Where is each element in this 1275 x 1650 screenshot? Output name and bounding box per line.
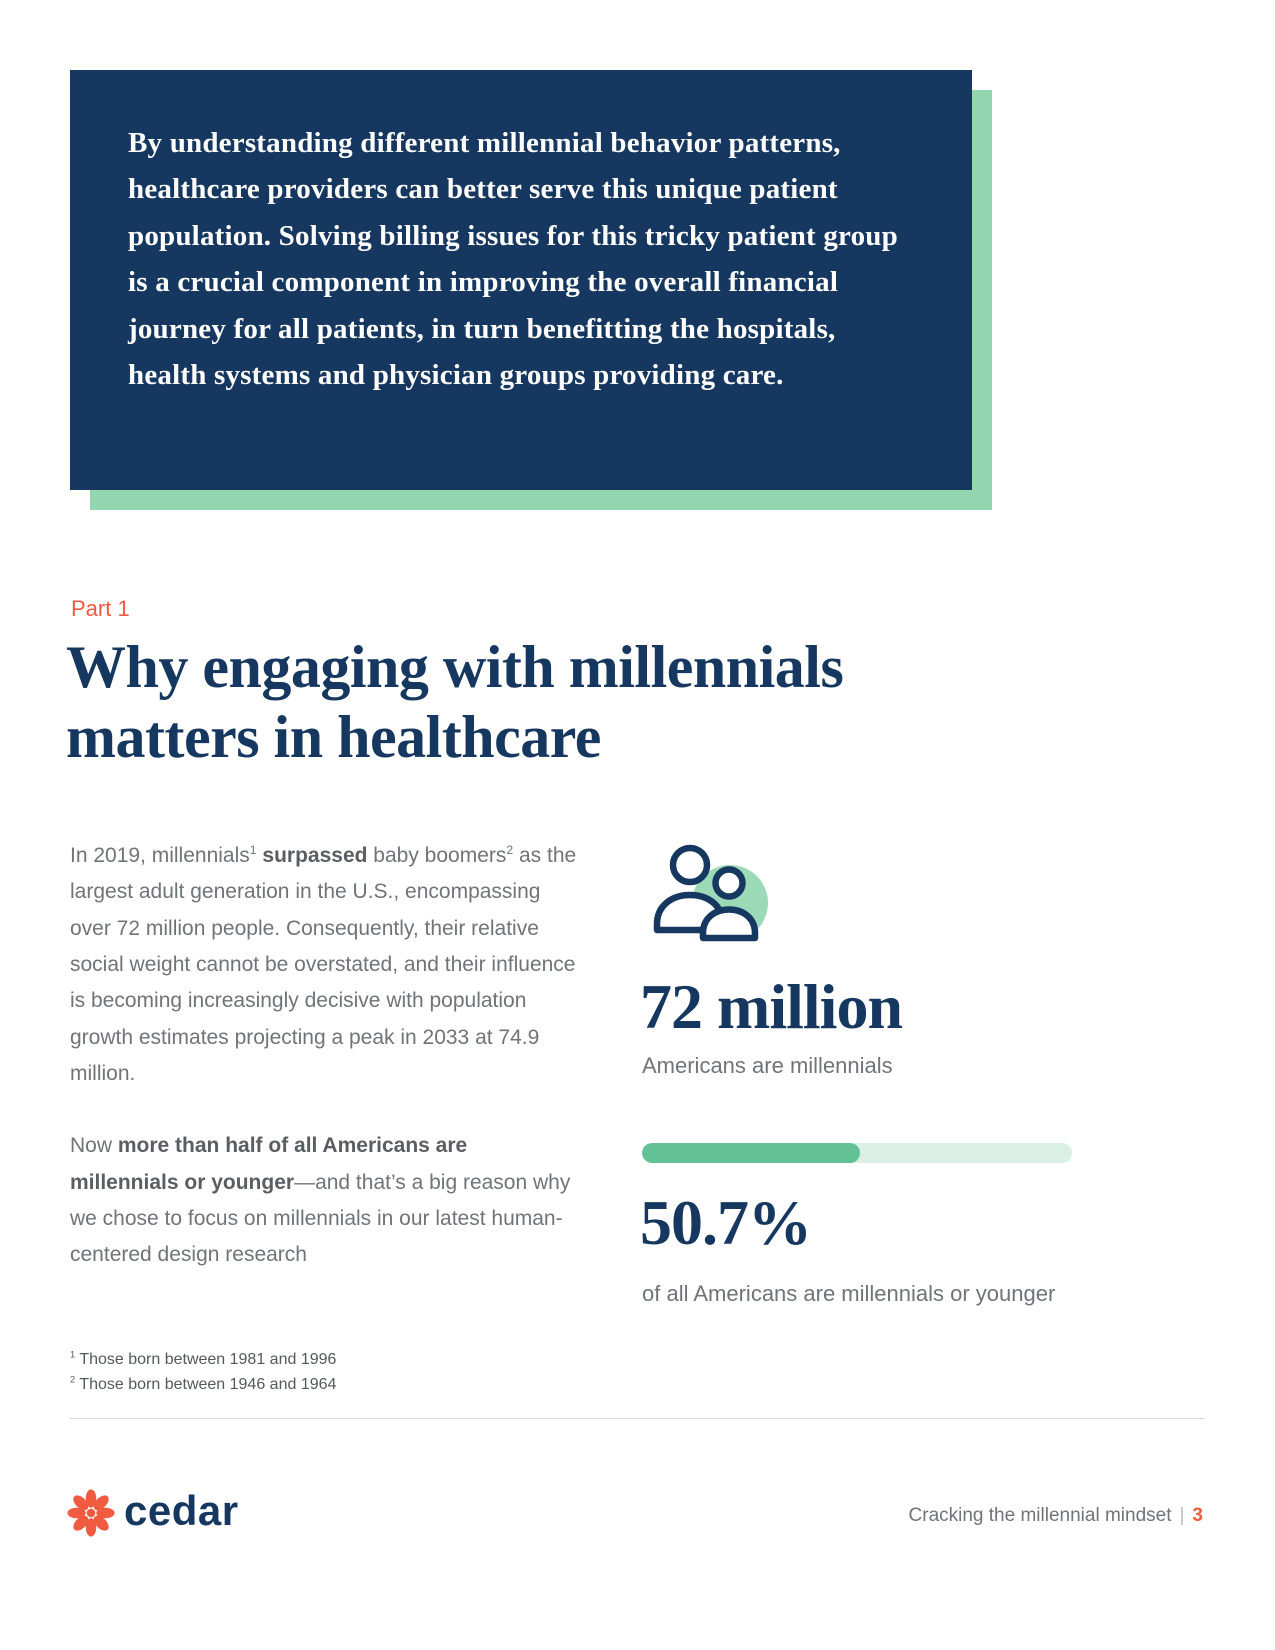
footnote-2-text: Those born between 1946 and 1964 [75, 1375, 337, 1393]
footnote-ref-1: 1 [249, 843, 257, 857]
para1-bold: surpassed [256, 844, 368, 867]
footer-separator: | [1179, 1505, 1185, 1526]
stat-72-million-label: Americans are millennials [642, 1053, 893, 1078]
para1-seg3: as the largest adult generation in the U… [70, 844, 577, 1085]
paragraph-2: Now more than half of all Americans are … [70, 1128, 578, 1273]
para2-seg1: Now [70, 1134, 118, 1158]
para1-seg1: In 2019, millennials [70, 844, 250, 867]
cedar-logo-text: cedar [124, 1487, 239, 1534]
quote-text: By understanding different millennial be… [128, 127, 898, 391]
footnote-2-marker: 2 [70, 1374, 76, 1385]
footnotes: 1 Those born between 1981 and 1996 2 Tho… [70, 1348, 336, 1398]
progress-bar-fill [642, 1143, 860, 1163]
footnote-ref-2: 2 [506, 843, 514, 857]
section-kicker: Part 1 [71, 596, 130, 621]
quote-box: By understanding different millennial be… [70, 70, 972, 490]
section-title: Why engaging with millennials matters in … [66, 632, 1046, 772]
title-line-1: Why engaging with millennials [66, 634, 844, 700]
page-number: 3 [1192, 1505, 1203, 1526]
stat-50-percent-value: 50.7% [640, 1187, 812, 1258]
para1-seg2: baby boomers [367, 844, 507, 867]
progress-bar [642, 1143, 1072, 1163]
footer-document-title: Cracking the millennial mindset [908, 1505, 1172, 1526]
body-column: In 2019, millennials1 surpassed baby boo… [70, 838, 578, 1310]
footnote-1-marker: 1 [70, 1349, 76, 1360]
people-icon [653, 844, 768, 942]
footnote-1: 1 Those born between 1981 and 1996 [70, 1348, 336, 1373]
para2-seg2: —and that’s a big reason why we chose to… [70, 1170, 571, 1267]
footer-divider [70, 1418, 1205, 1419]
cedar-flower-icon [67, 1489, 115, 1537]
para2-bold: more than half of all Americans are mill… [70, 1134, 468, 1194]
footnote-1-text: Those born between 1981 and 1996 [75, 1351, 337, 1368]
stat-50-percent-label: of all Americans are millennials or youn… [642, 1281, 1056, 1306]
cedar-logo: cedar [66, 1488, 239, 1538]
footer-meta: Cracking the millennial mindset | 3 [909, 1505, 1203, 1527]
quote-block: By understanding different millennial be… [70, 70, 992, 510]
paragraph-1: In 2019, millennials1 surpassed baby boo… [70, 838, 578, 1092]
stats-column: 72 million Americans are millennials 50.… [640, 835, 1100, 1335]
title-line-2: matters in healthcare [66, 704, 601, 771]
stat-72-million-value: 72 million [640, 971, 903, 1042]
footnote-2: 2 Those born between 1946 and 1964 [70, 1373, 336, 1398]
